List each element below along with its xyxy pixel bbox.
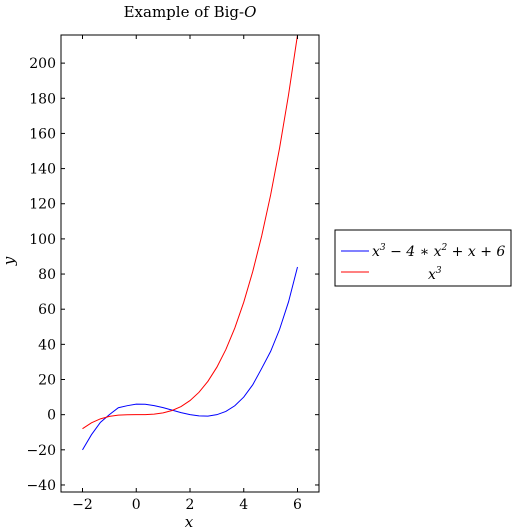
x-tick-label: 0 [132, 497, 141, 513]
chart-title: Example of Big-O [124, 3, 257, 21]
series-line-cubic-poly [82, 266, 298, 451]
x-axis-label: x [185, 513, 194, 531]
x-tick-label: −2 [72, 497, 93, 513]
x-tick-label: 2 [186, 497, 195, 513]
y-tick-label: 120 [29, 197, 56, 213]
y-tick-label: 0 [47, 408, 56, 424]
y-tick-label: 100 [29, 232, 56, 248]
y-tick-label: −20 [26, 443, 56, 459]
y-tick-label: −40 [26, 478, 56, 494]
y-tick-label: 180 [29, 91, 56, 107]
chart-title-main: Example of Big- [124, 3, 244, 21]
legend-entry-cubic-poly: x3 − 4 ∗ x2 + x + 6 [372, 243, 505, 260]
y-tick-label: 160 [29, 126, 56, 142]
y-axis-label: y [0, 256, 18, 266]
y-tick-label: 20 [38, 373, 56, 389]
y-tick-label: 40 [38, 337, 56, 353]
y-tick-label: 140 [29, 162, 56, 178]
x-tick-label: 6 [293, 497, 302, 513]
legend: x3 − 4 ∗ x2 + x + 6 x3 [334, 229, 512, 287]
y-tick-label: 200 [29, 56, 56, 72]
y-tick-label: 80 [38, 267, 56, 283]
chart-title-italic: O [244, 3, 256, 21]
y-tick-label: 60 [38, 302, 56, 318]
legend-entry-x-cubed: x3 [428, 266, 442, 283]
x-tick-label: 4 [239, 497, 248, 513]
legend-box [334, 229, 512, 287]
series-line-x-cubed [82, 35, 298, 430]
